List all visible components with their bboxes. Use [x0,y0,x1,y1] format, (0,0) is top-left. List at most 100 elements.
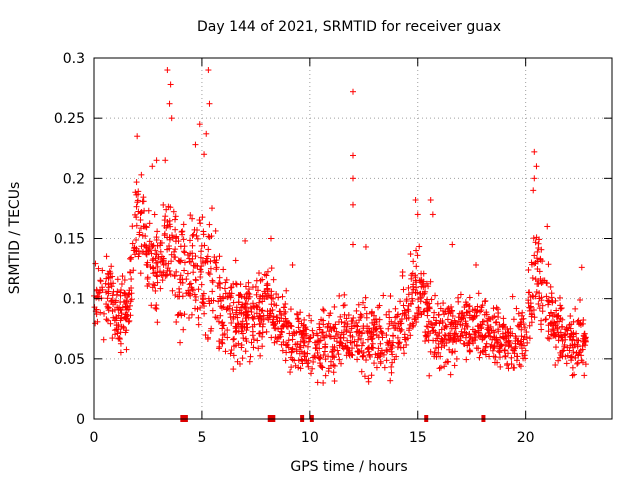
data-point [353,307,360,314]
data-point [340,302,347,309]
data-point [230,352,237,359]
data-point [577,320,584,327]
data-point [304,343,311,350]
data-point [501,347,508,354]
data-point [153,251,160,258]
data-point [177,257,184,264]
data-point [221,285,228,292]
data-point [283,349,290,356]
data-point [422,338,429,345]
data-point [499,324,506,331]
data-point [362,243,369,250]
data-point [267,235,274,242]
data-point [530,235,537,242]
x-tick-label: 5 [197,430,206,446]
data-point [143,251,150,258]
data-point [334,347,341,354]
data-point [312,354,319,361]
data-point [107,320,114,327]
data-point [166,100,173,107]
data-point [270,276,277,283]
data-point [103,301,110,308]
data-point [288,364,295,371]
data-point [466,348,473,355]
data-point [235,299,242,306]
data-point [404,306,411,313]
data-point [127,255,134,262]
data-point [177,258,184,265]
data-point [481,334,488,341]
data-point [177,279,184,286]
data-point [113,326,120,333]
data-point [457,291,464,298]
data-point [263,328,270,335]
data-point [515,310,522,317]
data-point [559,316,566,323]
data-point [255,315,262,322]
data-point [522,347,529,354]
data-point [457,332,464,339]
data-point [300,342,307,349]
data-point [568,330,575,337]
data-point [509,293,516,300]
data-point [413,279,420,286]
data-point [564,327,571,334]
data-point [537,275,544,282]
data-point [153,305,160,312]
data-point [163,271,170,278]
data-point [309,365,316,372]
data-point [105,304,112,311]
data-point [115,335,122,342]
data-point [104,295,111,302]
data-point [166,245,173,252]
data-point [129,240,136,247]
data-point [485,330,492,337]
data-point [475,333,482,340]
data-point [573,337,580,344]
data-point [114,304,121,311]
data-point [491,313,498,320]
data-point [500,315,507,322]
data-point [180,221,187,228]
y-tick-label: 0.05 [54,352,85,368]
data-point [198,281,205,288]
data-point [242,309,249,316]
data-point [545,261,552,268]
data-point [548,331,555,338]
data-point [372,316,379,323]
data-point [207,258,214,265]
data-point [377,325,384,332]
data-point [154,319,161,326]
data-point [123,346,130,353]
data-point [118,280,125,287]
data-point [502,353,509,360]
data-point [423,333,430,340]
data-point [213,264,220,271]
data-point [534,265,541,272]
data-point [343,315,350,322]
data-point [341,302,348,309]
data-point [409,283,416,290]
data-point [318,329,325,336]
data-point [364,328,371,335]
data-point [174,312,181,319]
data-point [379,334,386,341]
data-point [260,316,267,323]
data-point [403,298,410,305]
data-point [157,248,164,255]
data-point [335,351,342,358]
data-point [104,303,111,310]
data-point [197,254,204,261]
data-point [123,315,130,322]
data-point [447,371,454,378]
data-point [336,292,343,299]
data-point [122,329,129,336]
data-point [449,241,456,248]
data-point [575,351,582,358]
data-point [342,319,349,326]
data-point [172,226,179,233]
data-point [377,352,384,359]
data-point [306,335,313,342]
data-point [391,320,398,327]
data-point [360,353,367,360]
